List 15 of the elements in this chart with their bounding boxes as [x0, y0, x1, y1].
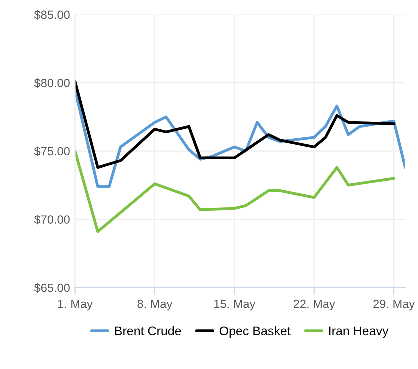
- y-tick-label: $65.00: [34, 283, 70, 293]
- legend-label: Iran Heavy: [330, 326, 389, 338]
- x-tick-label: 29. May: [374, 300, 416, 311]
- y-tick-label: $75.00: [34, 146, 70, 156]
- x-tick-label: 8. May: [138, 300, 173, 311]
- x-tick-label: 15. May: [214, 300, 256, 311]
- x-tick-label: 1. May: [58, 300, 93, 311]
- x-tick-label: 22. May: [294, 300, 336, 311]
- y-tick-label: $80.00: [34, 78, 70, 88]
- line-series: [75, 150, 396, 234]
- line-series: [75, 80, 396, 170]
- legend-label: Opec Basket: [220, 326, 291, 338]
- legend-label: Brent Crude: [115, 326, 182, 336]
- y-tick-label: $70.00: [34, 215, 70, 225]
- y-tick-label: $85.00: [34, 10, 70, 20]
